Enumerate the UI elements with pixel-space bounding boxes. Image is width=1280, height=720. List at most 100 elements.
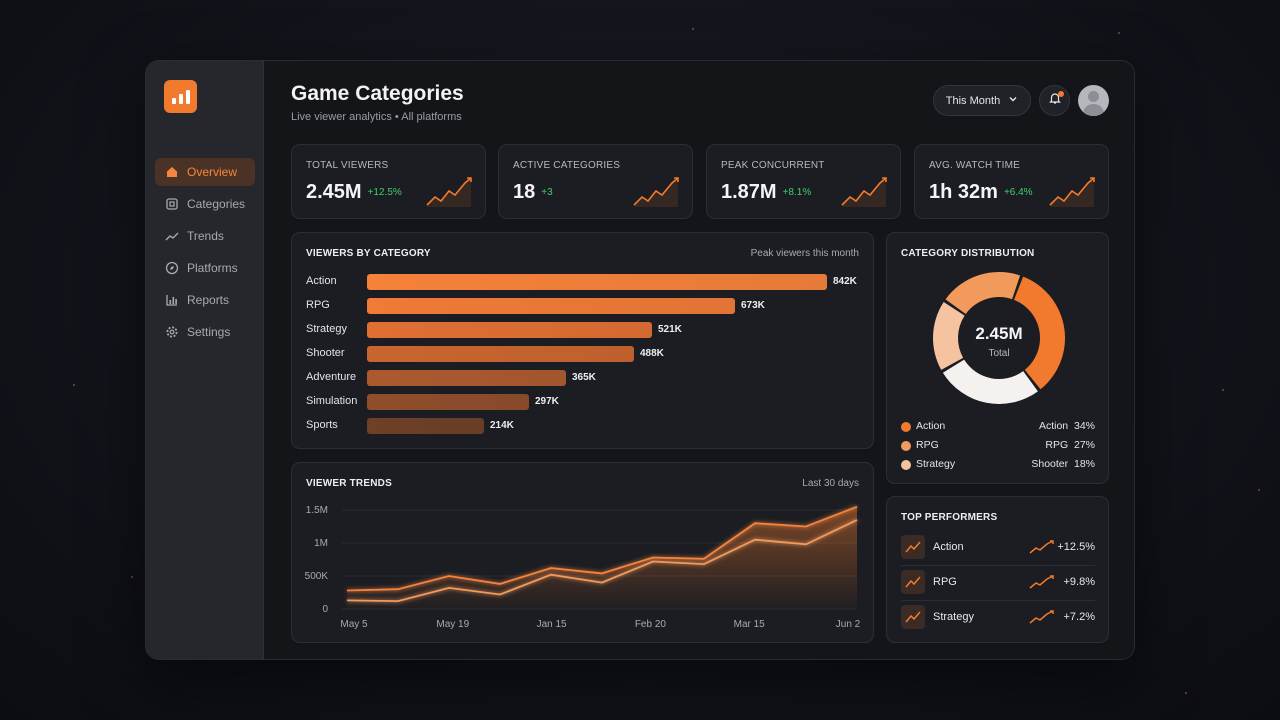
sidebar-nav: Overview Categories Trends Platforms	[155, 158, 255, 350]
donut-slice[interactable]	[942, 359, 1038, 404]
card-title: VIEWER TRENDS	[306, 478, 392, 489]
bar-row[interactable]: Adventure 365K	[306, 370, 866, 386]
card-title: CATEGORY DISTRIBUTION	[901, 248, 1035, 259]
x-tick-label: Jun 2	[836, 619, 861, 630]
background-star	[73, 384, 75, 386]
main-content: Game Categories Live viewer analytics • …	[264, 61, 1134, 659]
sparkline-icon	[1029, 575, 1054, 589]
bar-row[interactable]: Action 842K	[306, 274, 866, 290]
divider	[901, 600, 1095, 601]
donut-slice[interactable]	[933, 302, 965, 370]
background-star	[692, 28, 694, 30]
bar-value-label: 297K	[535, 396, 559, 407]
top-performers-card: TOP PERFORMERS Action +12.5% RPG +9.8% Strat…	[886, 496, 1109, 643]
x-tick-label: Mar 15	[734, 619, 766, 630]
sidebar-item-platforms[interactable]: Platforms	[155, 254, 255, 282]
performer-delta: +7.2%	[1063, 611, 1096, 623]
background-star	[1118, 32, 1120, 34]
series-line	[346, 519, 858, 603]
performer-delta: +9.8%	[1063, 576, 1096, 588]
sparkline-icon	[426, 177, 472, 207]
top-performer-item[interactable]: Action +12.5%	[901, 535, 1095, 561]
period-dropdown[interactable]: This Month	[933, 85, 1031, 116]
grid-icon	[165, 197, 179, 211]
background-star	[1222, 389, 1224, 391]
sidebar-item-label: Platforms	[187, 261, 238, 275]
x-tick-label: Feb 20	[635, 619, 667, 630]
kpi-value: 1.87M +8.1%	[721, 181, 812, 203]
sidebar-item-trends[interactable]: Trends	[155, 222, 255, 250]
trend-up-icon	[901, 535, 925, 559]
background-star	[131, 576, 133, 578]
y-tick-label: 1M	[314, 538, 328, 549]
top-performer-item[interactable]: Strategy +7.2%	[901, 605, 1095, 631]
card-note: Last 30 days	[802, 478, 859, 489]
kpi-delta: +12.5%	[367, 187, 402, 198]
bar-label: Action	[306, 275, 337, 287]
kpi-label: ACTIVE CATEGORIES	[513, 160, 621, 171]
dashboard-window: Overview Categories Trends Platforms	[145, 60, 1135, 660]
sparkline-icon	[841, 177, 887, 207]
x-tick-label: May 5	[340, 619, 368, 630]
card-title: TOP PERFORMERS	[901, 512, 998, 523]
bar-row[interactable]: Sports 214K	[306, 418, 866, 434]
sidebar-item-label: Trends	[187, 229, 224, 243]
sparkline-icon	[1029, 540, 1054, 554]
sidebar-item-reports[interactable]: Reports	[155, 286, 255, 314]
gear-icon	[165, 325, 179, 339]
legend-value: RPG 27%	[1045, 439, 1095, 451]
bar-label: RPG	[306, 299, 330, 311]
viewers-by-category-card: VIEWERS BY CATEGORY Peak viewers this mo…	[291, 232, 874, 449]
legend-item: Strategy Shooter 18%	[901, 458, 1095, 472]
donut-slice[interactable]	[1014, 276, 1065, 390]
bar-row[interactable]: Strategy 521K	[306, 322, 866, 338]
bar	[367, 298, 735, 314]
compass-icon	[165, 261, 179, 275]
sidebar-item-label: Overview	[187, 165, 238, 179]
bar	[367, 346, 634, 362]
series-area	[347, 506, 857, 609]
kpi-value: 2.45M +12.5%	[306, 181, 402, 203]
donut-chart: 2.45M Total	[933, 272, 1065, 404]
background-star	[1258, 489, 1260, 491]
user-avatar[interactable]	[1078, 85, 1109, 116]
kpi-delta: +3	[541, 187, 553, 198]
performer-delta: +12.5%	[1057, 541, 1095, 553]
top-performer-item[interactable]: RPG +9.8%	[901, 570, 1095, 596]
background-star	[1185, 692, 1187, 694]
bar	[367, 274, 827, 290]
kpi-label: PEAK CONCURRENT	[721, 160, 825, 171]
performer-name: Strategy	[933, 611, 974, 623]
donut-hole	[959, 298, 1039, 378]
notifications-button[interactable]	[1039, 85, 1070, 116]
x-tick-label: Jan 15	[537, 619, 567, 630]
bar-value-label: 673K	[741, 300, 765, 311]
period-label: This Month	[945, 94, 1001, 107]
bar-row[interactable]: RPG 673K	[306, 298, 866, 314]
app-logo-icon[interactable]	[164, 80, 197, 113]
sidebar-item-label: Reports	[187, 293, 230, 307]
chevron-down-icon	[1008, 94, 1018, 107]
sparkline-icon	[1049, 177, 1095, 207]
trend-icon	[165, 229, 179, 243]
legend-value: Shooter 18%	[1031, 458, 1095, 470]
donut-center-value: 2.45M	[975, 324, 1022, 343]
line-chart: 1.5M 1M 500K 0 May 5 May 19 Jan 15 Feb 20 Mar 15…	[305, 505, 861, 630]
sidebar-item-categories[interactable]: Categories	[155, 190, 255, 218]
donut-slice[interactable]	[945, 272, 1021, 314]
bar-row[interactable]: Shooter 488K	[306, 346, 866, 362]
legend-swatch	[901, 441, 911, 451]
legend-value: Action 34%	[1038, 420, 1095, 432]
sidebar-item-label: Settings	[187, 325, 231, 339]
page-title: Game Categories	[291, 82, 464, 105]
viewer-trends-card: VIEWER TRENDS Last 30 days 1.5M 1M 500K 0 Ma…	[291, 462, 874, 643]
bar-chart-icon	[165, 293, 179, 307]
bar-row[interactable]: Simulation 297K	[306, 394, 866, 410]
legend-item: RPG RPG 27%	[901, 439, 1095, 453]
sidebar-item-overview[interactable]: Overview	[155, 158, 255, 186]
trend-up-icon	[901, 605, 925, 629]
bar-label: Shooter	[306, 347, 345, 359]
sidebar-item-settings[interactable]: Settings	[155, 318, 255, 346]
bar-value-label: 521K	[658, 324, 682, 335]
sparkline-icon	[633, 177, 679, 207]
